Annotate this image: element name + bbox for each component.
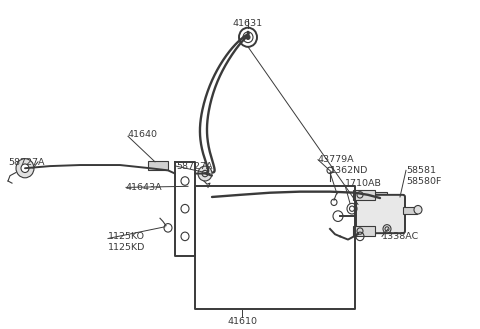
Text: 1710AB: 1710AB	[345, 179, 382, 188]
Circle shape	[16, 159, 34, 178]
Circle shape	[21, 164, 29, 172]
Circle shape	[198, 166, 212, 181]
Text: 1338AC: 1338AC	[382, 232, 419, 241]
Text: 43779A: 43779A	[318, 155, 355, 164]
Circle shape	[246, 35, 250, 39]
Text: 58727A: 58727A	[8, 158, 45, 166]
Bar	[148, 161, 168, 170]
Text: 1125KD: 1125KD	[108, 243, 145, 252]
Text: 41610: 41610	[227, 317, 257, 326]
Bar	[403, 207, 417, 214]
Text: 1362ND: 1362ND	[330, 166, 368, 175]
Circle shape	[414, 206, 422, 214]
Text: 41640: 41640	[128, 130, 158, 139]
Bar	[353, 226, 375, 236]
Text: 41631: 41631	[233, 19, 263, 28]
Text: 58727A: 58727A	[176, 162, 213, 171]
FancyBboxPatch shape	[356, 195, 405, 233]
Text: 58581: 58581	[406, 166, 436, 175]
Bar	[375, 192, 387, 202]
Text: 41643A: 41643A	[126, 183, 163, 192]
Text: 1125KO: 1125KO	[108, 232, 145, 241]
Bar	[353, 190, 375, 200]
Text: 58580F: 58580F	[406, 177, 442, 186]
